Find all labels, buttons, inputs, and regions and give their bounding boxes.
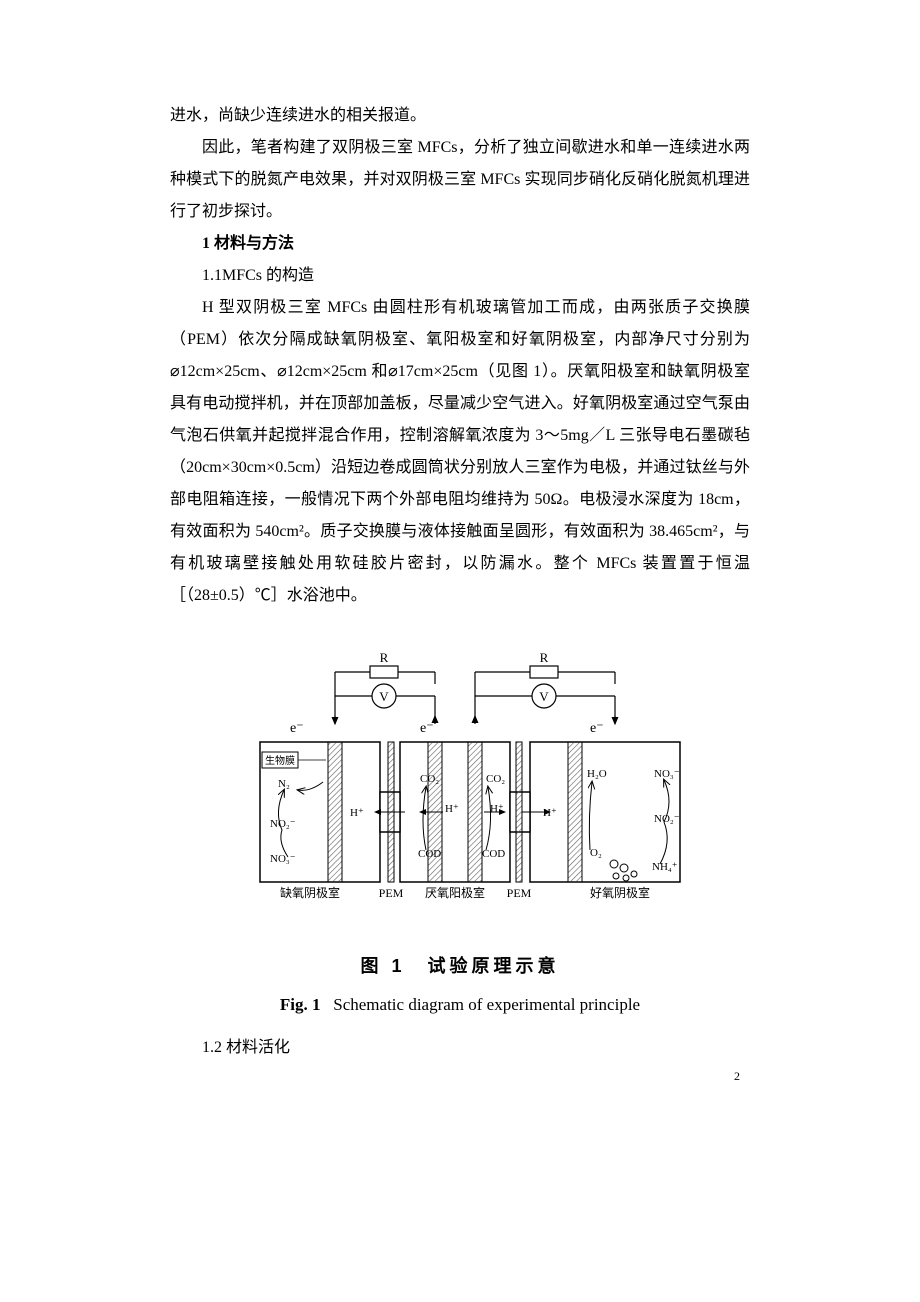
- pem-2-label: PEM: [507, 886, 532, 900]
- hplus-3-label: H⁺: [490, 803, 504, 815]
- h2o-label: H₂O: [587, 768, 607, 780]
- hplus-4-label: H⁺: [543, 807, 557, 819]
- voltmeter-1-label: V: [379, 689, 389, 704]
- co2-2-label: CO₂: [486, 773, 505, 785]
- electron-2-label: e⁻: [420, 721, 434, 736]
- paragraph-continuation: 进水，尚缺少连续进水的相关报道。: [170, 100, 750, 132]
- subsection-1-1: 1.1MFCs 的构造: [170, 260, 750, 292]
- chamber-1-label: 缺氧阴极室: [280, 885, 340, 900]
- section-1-heading: 1 材料与方法: [170, 228, 750, 260]
- chamber-2-label: 厌氧阳极室: [425, 885, 485, 900]
- electron-1-label: e⁻: [290, 721, 304, 736]
- biofilm-label: 生物膜: [265, 754, 295, 767]
- section-1-title: 材料与方法: [214, 235, 294, 252]
- chamber-3-label: 好氧阴极室: [590, 885, 650, 900]
- section-1-number: 1: [202, 235, 210, 252]
- pem-1-label: PEM: [379, 886, 404, 900]
- subsection-1-2: 1.2 材料活化: [170, 1032, 750, 1064]
- voltmeter-2-label: V: [539, 689, 549, 704]
- cod-2-label: COD: [482, 848, 505, 860]
- figure-1-caption-en: Fig. 1 Schematic diagram of experimental…: [170, 988, 750, 1022]
- no3r-label: NO₃⁻: [654, 768, 680, 780]
- figure-1-caption-en-text: Schematic diagram of experimental princi…: [333, 995, 640, 1014]
- no2-label: NO₂⁻: [270, 818, 296, 830]
- resistor-1-label: R: [380, 650, 389, 665]
- n2-label: N₂: [278, 778, 290, 790]
- figure-1: R V R V e⁻ e⁻ e⁻: [170, 632, 750, 1022]
- cod-1-label: COD: [418, 848, 441, 860]
- nh4-label: NH₄⁺: [652, 861, 678, 873]
- hplus-1-label: H⁺: [350, 807, 364, 819]
- resistor-2-label: R: [540, 650, 549, 665]
- page-number: 2: [734, 1064, 740, 1088]
- no3-label: NO₃⁻: [270, 853, 296, 865]
- co2-1-label: CO₂: [420, 773, 439, 785]
- section-1-1-body: H 型双阴极三室 MFCs 由圆柱形有机玻璃管加工而成，由两张质子交换膜（PEM…: [170, 292, 750, 612]
- hplus-2-label: H⁺: [445, 803, 459, 815]
- figure-1-caption-en-no: Fig. 1: [280, 995, 321, 1014]
- electron-3-label: e⁻: [590, 721, 604, 736]
- figure-1-svg: R V R V e⁻ e⁻ e⁻: [220, 632, 700, 932]
- figure-1-caption-cn: 图 1 试验原理示意: [170, 948, 750, 984]
- o2-label: O₂: [590, 847, 602, 859]
- paragraph-intro: 因此，笔者构建了双阴极三室 MFCs，分析了独立间歇进水和单一连续进水两种模式下…: [170, 132, 750, 228]
